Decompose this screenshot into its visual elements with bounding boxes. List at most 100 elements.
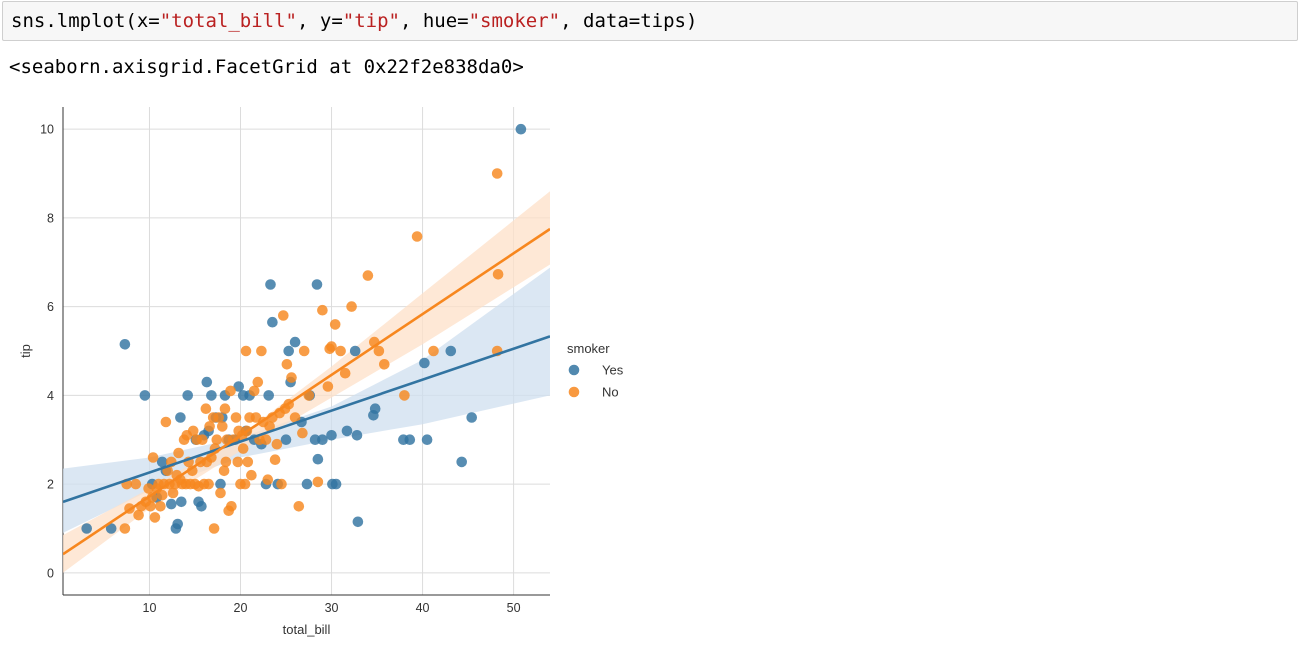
point-yes	[445, 345, 457, 357]
y-tick-label: 2	[47, 478, 54, 492]
point-no	[278, 310, 289, 321]
point-yes	[172, 518, 183, 530]
code-token: , y=	[297, 10, 343, 32]
point-no	[230, 412, 242, 423]
point-no	[208, 523, 220, 534]
y-axis-label: tip	[18, 344, 33, 358]
x-tick-label: 20	[234, 601, 248, 615]
point-no	[204, 421, 215, 432]
point-no	[335, 345, 346, 357]
x-tick-label: 30	[325, 601, 339, 615]
point-no	[256, 345, 267, 357]
point-yes	[317, 434, 328, 446]
point-no	[149, 512, 161, 523]
point-yes	[369, 403, 381, 415]
point-no	[317, 304, 328, 316]
point-yes	[352, 516, 364, 528]
point-yes	[176, 496, 187, 508]
point-yes	[156, 456, 168, 468]
point-yes	[105, 523, 117, 534]
point-yes	[289, 336, 301, 348]
x-tick-label: 10	[143, 601, 157, 615]
point-no	[160, 416, 172, 428]
point-no	[293, 501, 305, 512]
point-no	[237, 443, 249, 454]
point-no	[373, 345, 385, 357]
point-no	[286, 372, 297, 383]
point-no	[322, 381, 334, 392]
point-no	[271, 438, 283, 450]
point-yes	[175, 412, 186, 423]
point-no	[262, 474, 274, 486]
y-tick-label: 6	[47, 300, 54, 314]
point-yes	[280, 434, 292, 446]
point-no	[276, 478, 287, 490]
code-cell-input[interactable]: sns.lmplot(x="total_bill", y="tip", hue=…	[2, 1, 1298, 41]
point-no	[133, 509, 144, 521]
point-no	[329, 319, 341, 330]
point-no	[362, 270, 374, 281]
point-yes	[139, 390, 151, 401]
point-no	[213, 412, 224, 423]
point-yes	[419, 357, 430, 369]
cell-output-text: <seaborn.axisgrid.FacetGrid at 0x22f2e83…	[9, 56, 524, 78]
fit-line-no	[63, 227, 550, 556]
code-string-hue: "smoker"	[468, 10, 561, 32]
point-yes	[351, 430, 363, 441]
x-axis-label: total_bill	[283, 622, 331, 637]
legend-title: smoker	[567, 341, 610, 356]
point-no	[211, 434, 223, 446]
point-no	[399, 390, 410, 401]
code-token: , hue=	[399, 10, 469, 32]
point-yes	[404, 434, 416, 446]
point-yes	[206, 390, 217, 401]
point-no	[312, 476, 324, 488]
point-no	[146, 492, 158, 503]
point-no	[219, 403, 231, 415]
point-no	[242, 456, 254, 468]
x-tick-label: 50	[507, 601, 521, 615]
legend-label-yes: Yes	[602, 363, 624, 378]
point-no	[215, 487, 226, 499]
point-yes	[166, 498, 177, 510]
point-yes	[201, 376, 213, 388]
point-no	[240, 345, 252, 357]
point-no	[200, 403, 212, 415]
point-no	[225, 385, 236, 397]
legend-label-no: No	[602, 385, 619, 400]
point-no	[226, 501, 237, 512]
point-no	[269, 454, 281, 466]
point-yes	[421, 434, 433, 446]
point-no	[167, 487, 179, 499]
y-tick-label: 10	[40, 123, 54, 137]
legend-marker-no	[568, 386, 580, 398]
point-no	[346, 301, 357, 312]
point-yes	[81, 523, 92, 534]
point-no	[203, 478, 214, 490]
point-yes	[341, 425, 353, 437]
point-no	[130, 478, 142, 490]
point-no	[246, 469, 257, 481]
point-no	[187, 425, 199, 437]
point-no	[260, 434, 272, 446]
point-no	[281, 359, 293, 370]
point-no	[145, 501, 156, 512]
point-yes	[283, 345, 295, 357]
point-yes	[309, 434, 321, 446]
point-no	[428, 345, 439, 357]
y-tick-label: 4	[47, 389, 54, 403]
point-yes	[311, 279, 323, 290]
point-no	[155, 501, 166, 512]
y-tick-label: 0	[47, 566, 54, 580]
code-token: , data=tips)	[560, 10, 698, 32]
point-no	[411, 231, 423, 242]
point-no	[289, 412, 301, 423]
point-yes	[312, 453, 324, 465]
point-yes	[349, 345, 361, 357]
point-no	[217, 421, 228, 432]
point-no	[220, 456, 232, 468]
point-yes	[330, 478, 342, 490]
point-yes	[466, 412, 478, 423]
ci-band-yes	[63, 267, 550, 533]
